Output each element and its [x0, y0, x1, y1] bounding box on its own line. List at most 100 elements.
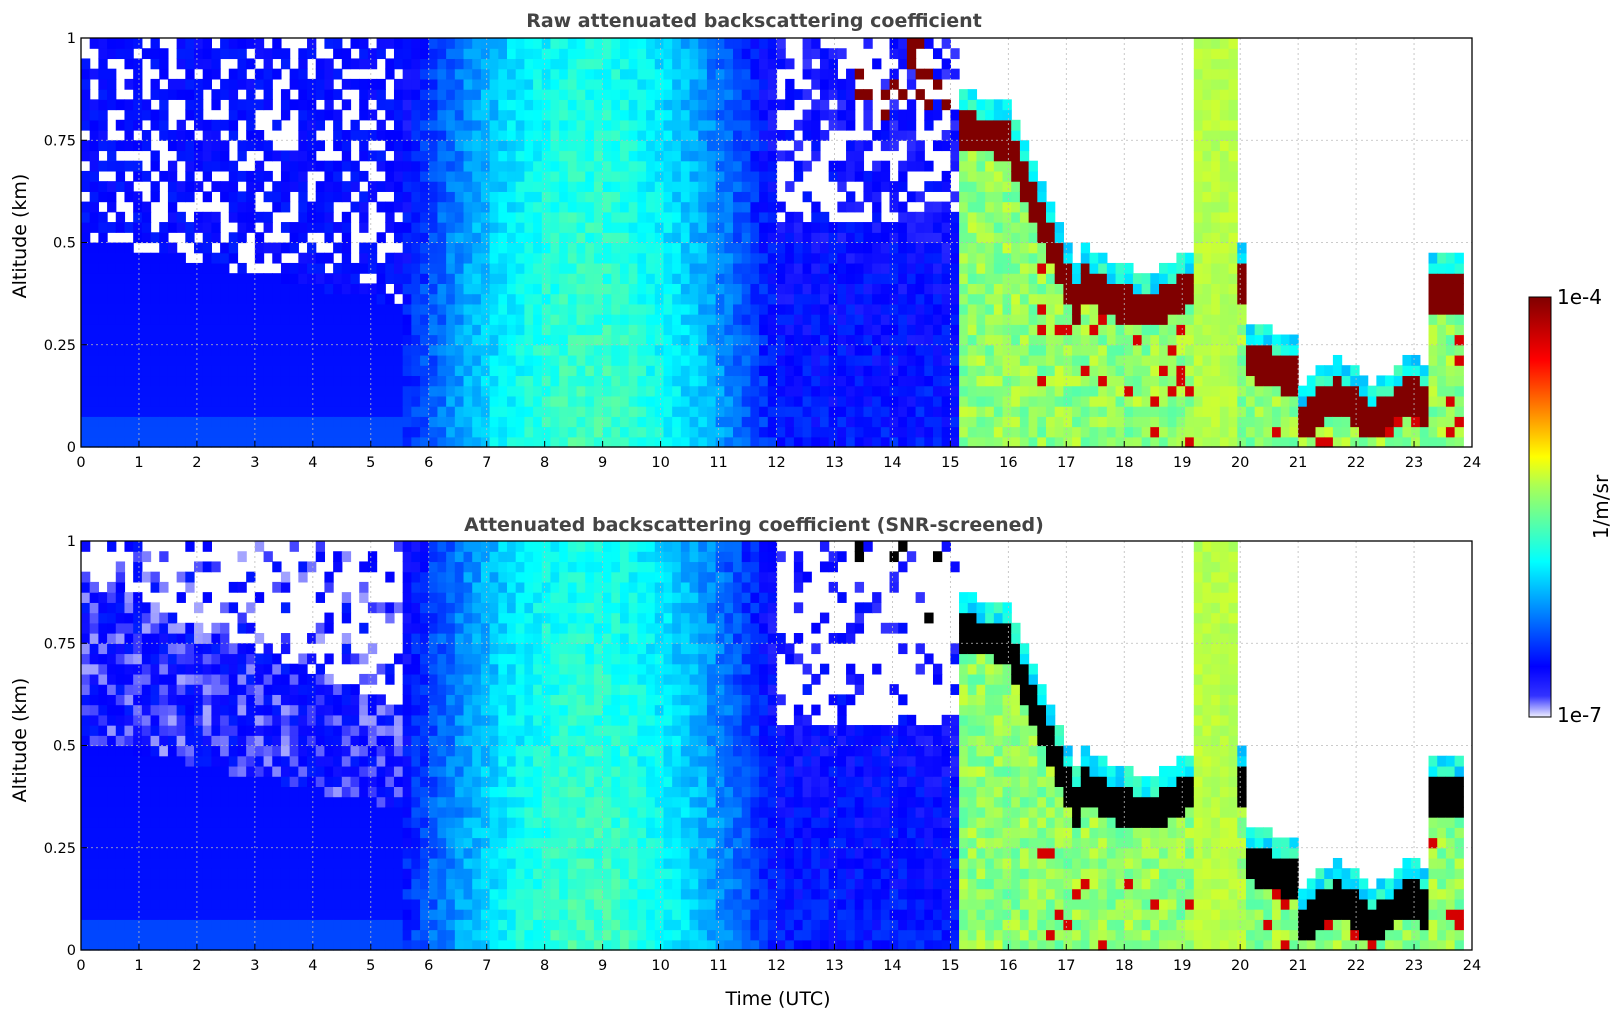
- heatmap-cell: [741, 78, 752, 90]
- heatmap-cell: [915, 365, 925, 377]
- heatmap-cell: [176, 78, 186, 90]
- heatmap-cell: [863, 252, 873, 264]
- heatmap-cell: [1002, 375, 1012, 387]
- heatmap-cell: [611, 38, 621, 49]
- heatmap-cell: [333, 68, 343, 80]
- heatmap-cell: [741, 395, 752, 407]
- heatmap-cell: [315, 303, 326, 315]
- heatmap-cell: [506, 222, 517, 233]
- heatmap-cell: [1159, 283, 1169, 295]
- heatmap-cell: [124, 160, 134, 172]
- heatmap-cell: [1437, 334, 1447, 346]
- heatmap-cell: [446, 293, 456, 305]
- heatmap-cell: [489, 375, 499, 387]
- heatmap-cell: [1002, 140, 1012, 152]
- heatmap-cell: [733, 211, 743, 223]
- heatmap-cell: [550, 406, 560, 417]
- heatmap-cell: [1437, 293, 1447, 305]
- heatmap-cell: [298, 201, 308, 213]
- heatmap-cell: [159, 232, 169, 244]
- heatmap-cell: [1237, 283, 1247, 295]
- heatmap-cell: [993, 109, 1004, 121]
- heatmap-cell: [733, 170, 743, 182]
- heatmap-cell: [1263, 354, 1273, 366]
- heatmap-cell: [1358, 406, 1369, 417]
- heatmap-cell: [324, 314, 334, 325]
- heatmap-cell: [133, 436, 143, 448]
- x-tick-label: 1: [134, 455, 143, 471]
- heatmap-cell: [1176, 283, 1186, 295]
- heatmap-cell: [1193, 150, 1204, 162]
- heatmap-cell: [1411, 354, 1421, 366]
- heatmap-cell: [567, 303, 578, 315]
- heatmap-cell: [602, 252, 612, 264]
- heatmap-cell: [124, 181, 134, 192]
- heatmap-cell: [454, 99, 465, 111]
- heatmap-cell: [124, 919, 134, 931]
- heatmap-cell: [776, 242, 786, 254]
- heatmap-cell: [1428, 426, 1438, 438]
- heatmap-cell: [1306, 416, 1317, 428]
- heatmap-cell: [1280, 426, 1291, 438]
- heatmap-cell: [767, 293, 778, 305]
- heatmap-cell: [341, 426, 352, 438]
- heatmap-cell: [776, 222, 786, 233]
- heatmap-cell: [220, 150, 230, 162]
- heatmap-cell: [698, 416, 708, 428]
- heatmap-cell: [1228, 99, 1238, 111]
- heatmap-cell: [802, 262, 812, 274]
- heatmap-cell: [846, 222, 856, 233]
- heatmap-cell: [1332, 426, 1343, 438]
- heatmap-cell: [1193, 109, 1204, 121]
- heatmap-cell: [637, 58, 647, 70]
- heatmap-cell: [1046, 354, 1056, 366]
- heatmap-cell: [593, 344, 604, 356]
- heatmap-cell: [932, 375, 943, 387]
- heatmap-cell: [315, 89, 326, 100]
- heatmap-cell: [828, 436, 838, 448]
- heatmap-cell: [802, 416, 812, 428]
- heatmap-cell: [767, 242, 778, 254]
- heatmap-cell: [272, 273, 282, 284]
- heatmap-cell: [932, 283, 943, 295]
- heatmap-cell: [176, 426, 186, 438]
- heatmap-cell: [967, 344, 978, 356]
- heatmap-cell: [341, 273, 352, 284]
- heatmap-cell: [611, 181, 621, 192]
- heatmap-cell: [567, 344, 578, 356]
- heatmap-cell: [246, 344, 256, 356]
- heatmap-cell: [611, 303, 621, 315]
- heatmap-cell: [280, 99, 291, 111]
- heatmap-cell: [611, 232, 621, 244]
- heatmap-cell: [550, 365, 560, 377]
- heatmap-cell: [759, 314, 769, 325]
- heatmap-cell: [941, 354, 951, 366]
- heatmap-cell: [611, 406, 621, 417]
- heatmap-cell: [567, 436, 578, 448]
- heatmap-cell: [393, 385, 404, 397]
- heatmap-cell: [194, 181, 204, 192]
- heatmap-cell: [741, 375, 752, 387]
- heatmap-cell: [1437, 324, 1447, 336]
- heatmap-cell: [341, 211, 352, 223]
- heatmap-cell: [785, 150, 795, 162]
- heatmap-cell: [307, 262, 317, 274]
- heatmap-cell: [237, 273, 247, 284]
- heatmap-cell: [785, 365, 795, 377]
- heatmap-cell: [811, 283, 821, 295]
- heatmap-cell: [524, 78, 534, 90]
- heatmap-cell: [950, 109, 960, 121]
- heatmap-cell: [533, 344, 543, 356]
- heatmap-cell: [228, 160, 239, 172]
- heatmap-cell: [98, 745, 108, 757]
- heatmap-cell: [489, 99, 499, 111]
- heatmap-cell: [602, 262, 612, 274]
- heatmap-cell: [115, 160, 126, 172]
- heatmap-cell: [611, 354, 621, 366]
- heatmap-cell: [1289, 395, 1299, 407]
- heatmap-cell: [854, 68, 865, 80]
- heatmap-cell: [359, 150, 369, 162]
- heatmap-cell: [559, 150, 569, 162]
- heatmap-cell: [1211, 130, 1221, 141]
- heatmap-cell: [541, 354, 552, 366]
